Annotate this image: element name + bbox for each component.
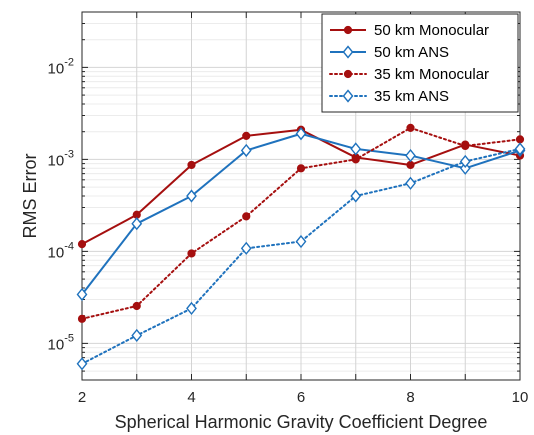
x-tick-label: 10: [512, 389, 529, 406]
legend-marker: [342, 89, 354, 103]
y-tick-label: 10-4: [48, 240, 74, 261]
data-point: [186, 301, 197, 316]
series-3: [77, 123, 525, 323]
data-point: [295, 127, 307, 141]
data-point: [240, 143, 252, 158]
data-point: [295, 234, 307, 249]
y-axis-label: RMS Error: [20, 153, 40, 238]
y-tick-label: 10-2: [48, 56, 74, 77]
x-tick-label: 2: [78, 389, 86, 406]
data-point: [76, 287, 88, 302]
legend-label: 50 km Monocular: [374, 22, 489, 39]
data-point: [77, 240, 87, 249]
data-point: [187, 160, 196, 170]
data-point: [240, 241, 252, 255]
data-point: [187, 249, 196, 258]
data-point: [131, 328, 143, 343]
legend-entry: 35 km Monocular: [329, 66, 489, 83]
legend-label: 50 km ANS: [374, 44, 449, 61]
series-2: [76, 127, 526, 302]
series-4: [76, 142, 526, 371]
legend: 50 km Monocular 50 km ANS 35 km Monocular 3…: [321, 13, 519, 113]
data-point: [406, 160, 415, 170]
legend-marker: [343, 25, 353, 35]
x-tick-label: 6: [297, 389, 305, 406]
data-point: [514, 142, 526, 156]
data-point: [350, 142, 362, 156]
data-point: [350, 189, 362, 203]
legend-entry: 35 km ANS: [329, 88, 449, 105]
data-series: [76, 123, 526, 371]
legend-label: 35 km Monocular: [374, 66, 489, 83]
data-point: [132, 301, 141, 311]
data-point: [351, 155, 360, 164]
legend-label: 35 km ANS: [374, 88, 449, 105]
data-point: [76, 357, 88, 371]
x-tick-label: 8: [406, 389, 414, 406]
data-point: [296, 164, 306, 173]
x-axis-label: Spherical Harmonic Gravity Coefficient D…: [115, 412, 488, 432]
data-point: [459, 154, 471, 169]
y-tick-label: 10-5: [48, 332, 74, 353]
x-tick-label: 4: [187, 389, 195, 406]
y-tick-label: 10-3: [48, 148, 74, 169]
data-point: [406, 123, 415, 132]
data-point: [459, 161, 471, 175]
grid: [81, 12, 521, 380]
data-point: [77, 314, 87, 323]
data-point: [515, 135, 525, 144]
data-point: [461, 141, 470, 151]
data-point: [186, 189, 197, 203]
legend-entry: 50 km Monocular: [330, 22, 489, 39]
axis-ticks: 10-5 10-4 10-3 10-2 2 4 6 8 10: [48, 12, 529, 406]
legend-marker: [342, 45, 354, 59]
legend-entry: 50 km ANS: [330, 44, 449, 61]
data-point: [405, 148, 416, 163]
data-point: [242, 212, 251, 221]
data-point: [242, 131, 251, 141]
data-point: [405, 176, 416, 190]
legend-marker: [343, 69, 353, 79]
data-point: [131, 217, 143, 231]
